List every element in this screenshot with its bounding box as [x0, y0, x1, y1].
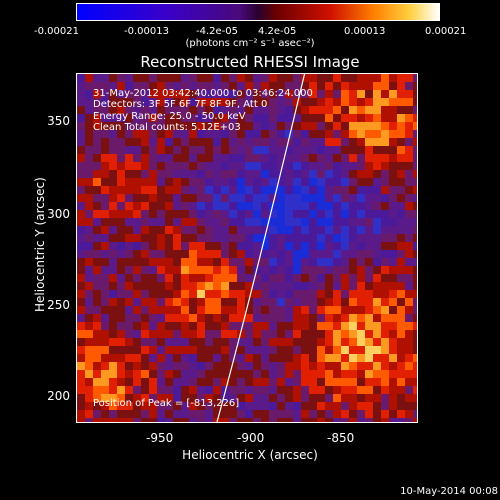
info-clean: Clean Total counts: 5.12E+03: [93, 122, 241, 133]
colorbar-tick-4: 4.2e-05: [258, 26, 297, 37]
y-tick-350: 350: [47, 114, 70, 128]
colorbar-tick-1: -0.00021: [34, 26, 79, 37]
x-tick-950: -950: [146, 431, 174, 445]
plot-title: Reconstructed RHESSI Image: [140, 53, 360, 71]
footer-date: 10-May-2014 00:08: [400, 486, 498, 497]
heatmap: [77, 74, 417, 422]
info-time: 31-May-2012 03:42:40.000 to 03:46:24.000: [93, 88, 313, 99]
x-tick-900: -900: [237, 431, 265, 445]
y-axis-title: Heliocentric Y (arcsec): [33, 177, 47, 312]
x-axis-title: Heliocentric X (arcsec): [182, 448, 318, 462]
y-tick-250: 250: [47, 298, 70, 312]
colorbar-tick-3: -4.2e-05: [196, 26, 238, 37]
x-tick-850: -850: [327, 431, 355, 445]
colorbar-tick-6: 0.00021: [425, 26, 467, 37]
image-plot: [76, 73, 418, 423]
info-energy: Energy Range: 25.0 - 50.0 keV: [93, 111, 246, 122]
info-peak: Position of Peak = [-813,226]: [93, 398, 240, 409]
colorbar: [76, 3, 440, 21]
y-tick-300: 300: [47, 207, 70, 221]
y-tick-200: 200: [47, 389, 70, 403]
solar-limb-line: [216, 74, 306, 422]
colorbar-units: (photons cm⁻² s⁻¹ asec⁻²): [185, 38, 315, 49]
info-detectors: Detectors: 3F 5F 6F 7F 8F 9F, Att 0: [93, 99, 268, 110]
colorbar-tick-2: -0.00013: [124, 26, 169, 37]
colorbar-tick-5: 0.00013: [344, 26, 386, 37]
